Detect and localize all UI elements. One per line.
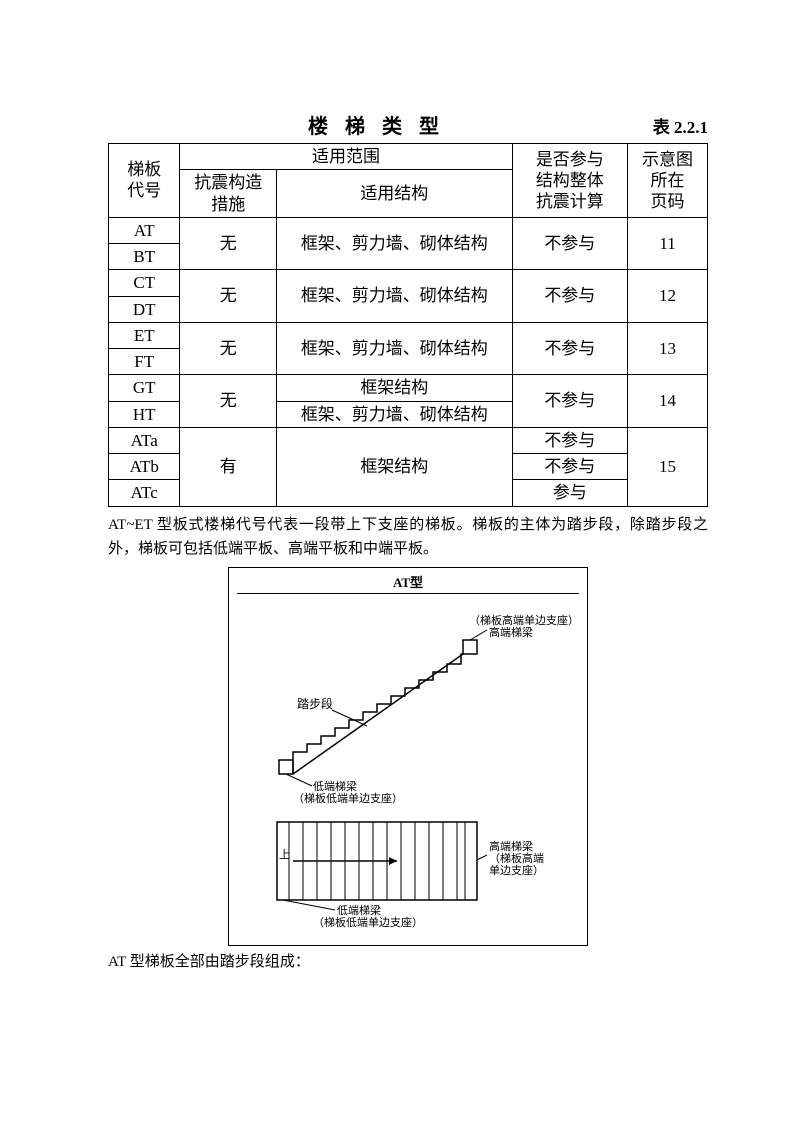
stair-svg: （梯板高端单边支座） 高端梯梁 踏步段 低端梯梁 （梯板低端单边支座） bbox=[237, 600, 577, 930]
cell-bt: BT bbox=[109, 244, 180, 270]
cell-nopart-2: 不参与 bbox=[512, 270, 628, 323]
cell-ct: CT bbox=[109, 270, 180, 296]
paragraph-1: AT~ET 型板式楼梯代号代表一段带上下支座的梯板。梯板的主体为踏步段，除踏步段… bbox=[108, 513, 708, 561]
th-participate: 是否参与结构整体抗震计算 bbox=[512, 144, 628, 218]
cell-struct-2: 框架、剪力墙、砌体结构 bbox=[277, 270, 512, 323]
cell-none-3: 无 bbox=[180, 322, 277, 375]
cell-ft: FT bbox=[109, 349, 180, 375]
cell-dt: DT bbox=[109, 296, 180, 322]
cell-p14: 14 bbox=[628, 375, 708, 428]
cell-struct-1: 框架、剪力墙、砌体结构 bbox=[277, 217, 512, 270]
th-structure: 适用结构 bbox=[277, 170, 512, 218]
label-high-support: （梯板高端单边支座） bbox=[469, 613, 577, 627]
th-code: 梯板代号 bbox=[109, 144, 180, 218]
stair-type-table: 梯板代号 适用范围 是否参与结构整体抗震计算 示意图所在页码 抗震构造措施 适用… bbox=[108, 143, 708, 507]
table-title: 楼 梯 类 型 bbox=[308, 110, 445, 139]
cell-ht: HT bbox=[109, 401, 180, 427]
cell-struct-3: 框架、剪力墙、砌体结构 bbox=[277, 322, 512, 375]
cell-none-4: 无 bbox=[180, 375, 277, 428]
cell-et: ET bbox=[109, 322, 180, 348]
th-page: 示意图所在页码 bbox=[628, 144, 708, 218]
cell-p11: 11 bbox=[628, 217, 708, 270]
cell-p15: 15 bbox=[628, 427, 708, 506]
table-number: 表 2.2.1 bbox=[653, 113, 708, 138]
cell-nopart-3: 不参与 bbox=[512, 322, 628, 375]
cell-at: AT bbox=[109, 217, 180, 243]
label-low-support: （梯板低端单边支座） bbox=[293, 791, 403, 805]
cell-none-2: 无 bbox=[180, 270, 277, 323]
label-plan-high-3: 单边支座） bbox=[489, 863, 544, 877]
cell-p12: 12 bbox=[628, 270, 708, 323]
diagram-container: AT型 （梯板高端单边支座） 高端梯梁 踏步段 bbox=[108, 567, 708, 946]
cell-p13: 13 bbox=[628, 322, 708, 375]
label-high-beam: 高端梯梁 bbox=[489, 625, 533, 639]
th-seismic: 抗震构造措施 bbox=[180, 170, 277, 218]
cell-atc: ATc bbox=[109, 480, 180, 506]
label-plan-low-support: （梯板低端单边支座） bbox=[313, 915, 423, 929]
label-plan-high-2: （梯板高端 bbox=[489, 851, 544, 865]
cell-struct-frame-2: 框架结构 bbox=[277, 427, 512, 506]
label-up: 上 bbox=[279, 848, 290, 861]
cell-nopart-6: 不参与 bbox=[512, 454, 628, 480]
label-plan-low-beam: 低端梯梁 bbox=[337, 903, 381, 917]
cell-nopart-4: 不参与 bbox=[512, 375, 628, 428]
th-scope: 适用范围 bbox=[180, 144, 512, 170]
cell-struct-frame: 框架结构 bbox=[277, 375, 512, 401]
label-low-beam: 低端梯梁 bbox=[313, 779, 357, 793]
cell-ata: ATa bbox=[109, 427, 180, 453]
cell-atb: ATb bbox=[109, 454, 180, 480]
diagram-title: AT型 bbox=[237, 572, 579, 594]
label-stair-section: 踏步段 bbox=[297, 696, 333, 711]
cell-nopart-5: 不参与 bbox=[512, 427, 628, 453]
cell-none-1: 无 bbox=[180, 217, 277, 270]
cell-gt: GT bbox=[109, 375, 180, 401]
table-title-row: 楼 梯 类 型 表 2.2.1 bbox=[108, 110, 708, 139]
label-plan-high-beam: 高端梯梁 bbox=[489, 839, 533, 853]
cell-part: 参与 bbox=[512, 480, 628, 506]
caption: AT 型梯板全部由踏步段组成： bbox=[108, 950, 710, 971]
at-diagram: AT型 （梯板高端单边支座） 高端梯梁 踏步段 bbox=[228, 567, 588, 946]
cell-nopart-1: 不参与 bbox=[512, 217, 628, 270]
cell-struct-4: 框架、剪力墙、砌体结构 bbox=[277, 401, 512, 427]
cell-yes: 有 bbox=[180, 427, 277, 506]
document-page: 楼 梯 类 型 表 2.2.1 梯板代号 适用范围 是否参与结构整体抗震计算 示… bbox=[0, 0, 800, 1011]
